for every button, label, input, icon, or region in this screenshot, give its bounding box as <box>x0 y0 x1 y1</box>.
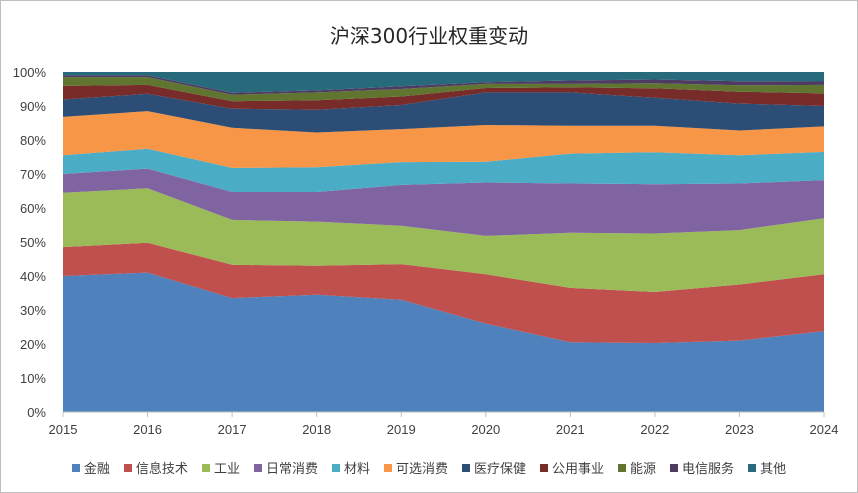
legend-swatch <box>71 463 80 472</box>
legend-item: 日常消费 <box>253 458 318 477</box>
area-series-5 <box>63 111 824 168</box>
legend-item: 公用事业 <box>540 458 604 477</box>
y-tick-label: 20% <box>20 337 46 352</box>
legend-label: 其他 <box>760 462 787 477</box>
x-tick-label: 2016 <box>133 422 162 437</box>
y-tick-label: 10% <box>20 371 46 386</box>
y-tick-label: 70% <box>20 167 46 182</box>
area-series-9 <box>63 75 824 95</box>
area-series-8 <box>63 77 824 102</box>
legend-swatch <box>462 463 470 472</box>
area-series-4 <box>63 148 824 192</box>
x-tick-label: 2015 <box>49 422 78 437</box>
legend-label: 能源 <box>630 462 657 477</box>
x-tick-label: 2021 <box>556 422 585 437</box>
area-series-1 <box>63 242 824 343</box>
x-tick-label: 2017 <box>218 422 247 437</box>
legend-label: 信息技术 <box>135 462 188 477</box>
y-tick-label: 40% <box>20 269 46 284</box>
x-tick-label: 2018 <box>302 422 331 437</box>
chart-legend: 金融 信息技术 工业 日常消费 材料 可选消费 医疗保健 公用事业 能源 电信服务 其他 <box>0 458 858 477</box>
y-tick-label: 0% <box>27 405 46 420</box>
area-series-6 <box>63 92 824 133</box>
x-tick-label: 2020 <box>471 422 500 437</box>
legend-label: 电信服务 <box>682 462 735 477</box>
legend-item: 金融 <box>71 458 110 477</box>
area-series-0 <box>63 272 824 412</box>
legend-swatch <box>201 463 210 472</box>
legend-label: 医疗保健 <box>474 462 527 477</box>
y-tick-label: 30% <box>20 303 46 318</box>
legend-label: 金融 <box>83 462 110 477</box>
legend-label: 工业 <box>213 462 240 477</box>
y-tick-label: 100% <box>13 65 47 80</box>
legend-item: 信息技术 <box>123 458 188 477</box>
legend-item: 医疗保健 <box>462 458 526 477</box>
y-tick-label: 60% <box>20 201 46 216</box>
legend-label: 可选消费 <box>395 462 448 477</box>
legend-item: 工业 <box>201 458 240 477</box>
legend-label: 日常消费 <box>265 462 318 477</box>
legend-swatch <box>618 463 627 472</box>
area-series-10 <box>63 72 824 93</box>
x-tick-label: 2022 <box>640 422 669 437</box>
y-tick-label: 90% <box>20 99 46 114</box>
area-series-7 <box>63 84 824 110</box>
legend-label: 材料 <box>343 462 370 477</box>
y-tick-label: 80% <box>20 133 46 148</box>
legend-item: 其他 <box>748 458 786 477</box>
legend-swatch <box>123 463 132 472</box>
legend-item: 可选消费 <box>383 458 448 477</box>
area-series-3 <box>63 168 824 236</box>
legend-item: 能源 <box>618 458 656 477</box>
legend-item: 电信服务 <box>670 458 734 477</box>
legend-swatch <box>253 463 262 472</box>
legend-swatch <box>540 463 549 472</box>
x-tick-label: 2023 <box>725 422 754 437</box>
x-tick-label: 2024 <box>810 422 839 437</box>
legend-swatch <box>331 463 340 472</box>
legend-swatch <box>670 463 679 472</box>
y-tick-label: 50% <box>20 235 46 250</box>
x-tick-label: 2019 <box>387 422 416 437</box>
legend-swatch <box>383 463 392 472</box>
legend-swatch <box>748 463 757 472</box>
legend-item: 材料 <box>331 458 370 477</box>
legend-label: 公用事业 <box>552 462 605 477</box>
area-series-2 <box>63 188 824 292</box>
chart-title: 沪深300行业权重变动 <box>329 24 529 48</box>
